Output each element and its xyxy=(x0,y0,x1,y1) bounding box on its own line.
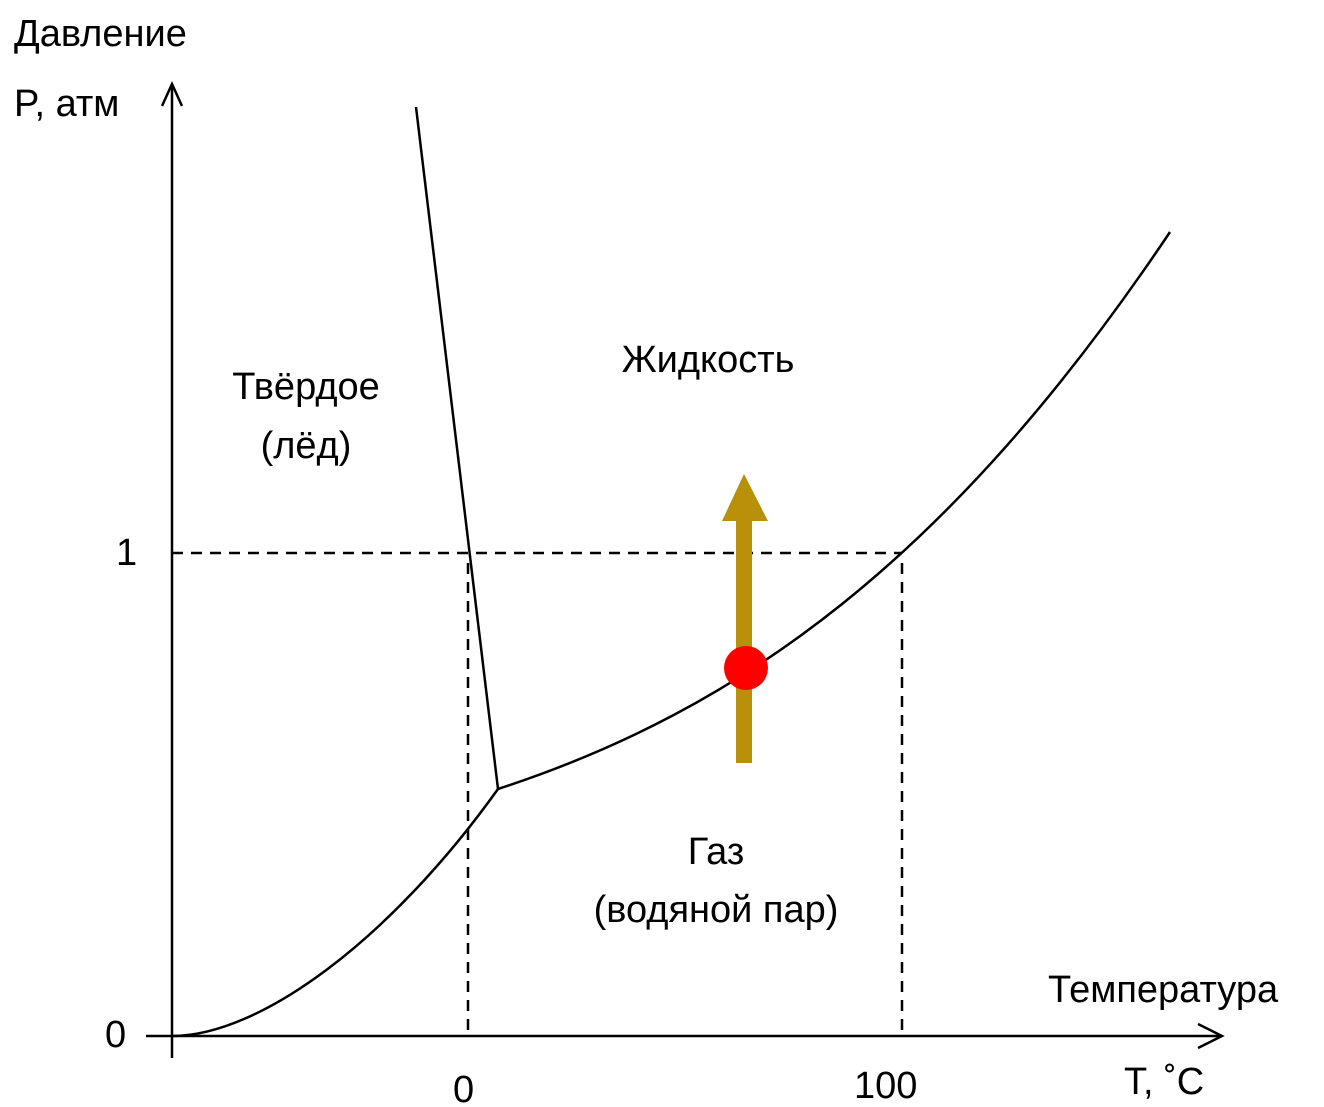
solid-region-label: Твёрдое xyxy=(232,366,380,408)
sublimation-curve xyxy=(171,788,500,1038)
gas-region-label: Газ xyxy=(688,831,745,873)
state-point-marker xyxy=(724,646,768,690)
gas-region-sublabel: (водяной пар) xyxy=(594,889,839,931)
y-axis-title: Давление xyxy=(14,13,187,55)
y-axis-arrowhead xyxy=(160,80,184,107)
y-tick-label-0: 0 xyxy=(105,1014,126,1056)
x-axis-title: Температура xyxy=(1048,969,1279,1011)
x-tick-label-100: 100 xyxy=(854,1065,917,1107)
x-tick-label-0: 0 xyxy=(453,1069,474,1107)
x-axis-arrowhead xyxy=(1197,1022,1225,1050)
melting-curve xyxy=(414,106,500,790)
solid-region-sublabel: (лёд) xyxy=(261,425,352,467)
pressure-increase-arrowhead xyxy=(722,474,768,521)
y-tick-label-1: 1 xyxy=(116,532,137,574)
x-axis-unit-label: T, ˚C xyxy=(1124,1061,1204,1103)
liquid-region-label: Жидкость xyxy=(622,339,795,381)
pressure-increase-arrow-shaft xyxy=(736,518,752,763)
y-axis-unit-label: P, атм xyxy=(14,83,119,125)
vaporization-curve xyxy=(497,231,1172,791)
